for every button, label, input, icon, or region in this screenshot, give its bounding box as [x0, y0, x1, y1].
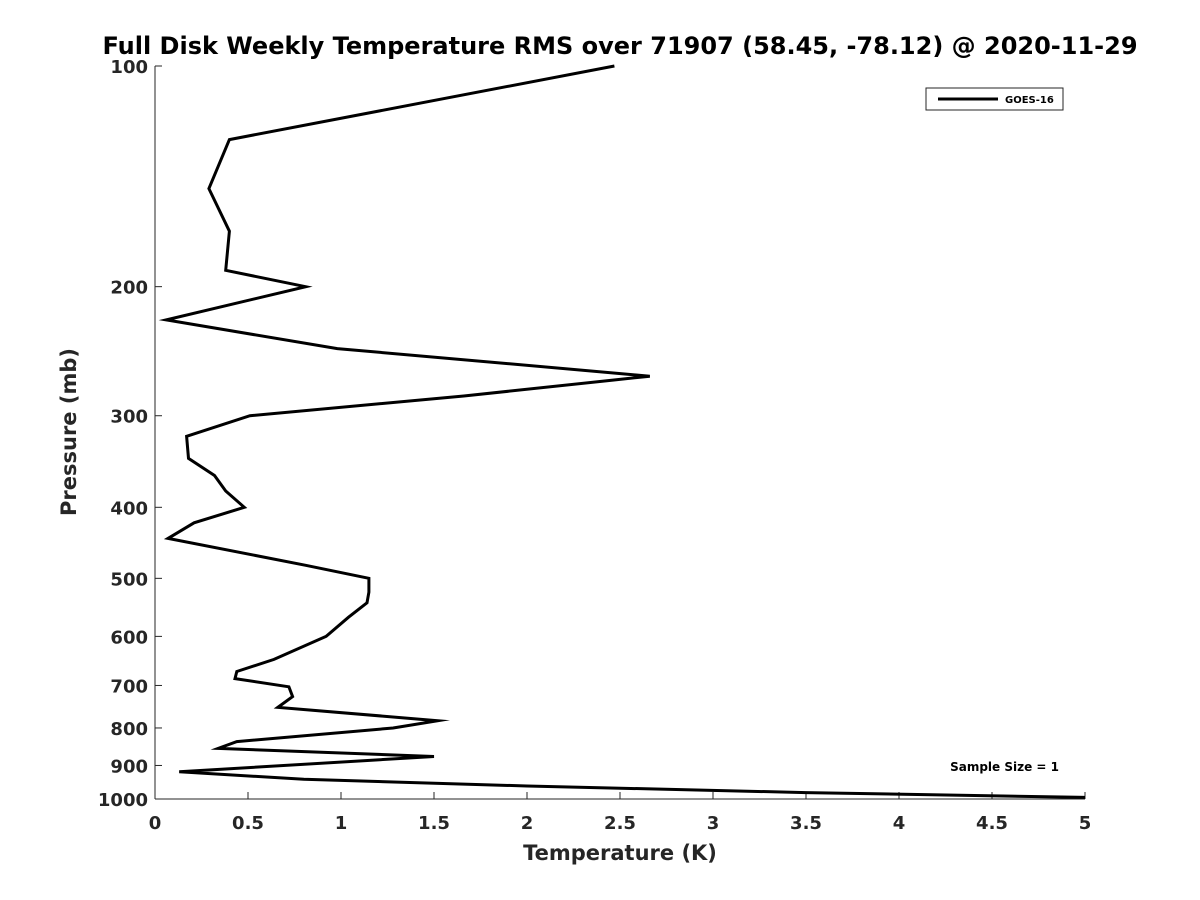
x-tick-label: 0 — [149, 813, 162, 834]
y-tick-label: 500 — [110, 569, 148, 590]
chart-title: Full Disk Weekly Temperature RMS over 71… — [102, 32, 1137, 60]
series-layer — [158, 64, 1086, 799]
sample-size-annotation: Sample Size = 1 — [950, 760, 1059, 774]
x-tick-label: 3.5 — [790, 813, 822, 834]
x-tick-label: 2.5 — [604, 813, 636, 834]
legend-label-goes-16: GOES-16 — [1005, 95, 1054, 106]
y-tick-label: 800 — [110, 719, 148, 740]
y-tick-label: 900 — [110, 756, 148, 777]
x-tick-label: 2 — [521, 813, 534, 834]
plot-area — [155, 66, 1085, 799]
y-ticks: 100 200 300 400 500 600 700 800 900 1000 — [98, 57, 162, 811]
plot-axes — [154, 66, 1085, 800]
x-tick-label: 5 — [1079, 813, 1092, 834]
x-tick-label: 3 — [707, 813, 720, 834]
x-tick-label: 0.5 — [232, 813, 264, 834]
y-tick-label: 700 — [110, 676, 148, 697]
x-axis-label: Temperature (K) — [523, 841, 717, 865]
y-tick-label: 300 — [110, 407, 148, 428]
y-tick-label: 1000 — [98, 790, 148, 811]
x-tick-label: 1.5 — [418, 813, 450, 834]
legend: GOES-16 — [925, 87, 1064, 111]
series-line-goes-16 — [158, 64, 1086, 799]
y-tick-label: 200 — [110, 278, 148, 299]
y-tick-label: 400 — [110, 498, 148, 519]
x-tick-label: 4.5 — [976, 813, 1008, 834]
x-tick-label: 4 — [893, 813, 906, 834]
y-tick-label: 600 — [110, 627, 148, 648]
y-tick-label: 100 — [110, 57, 148, 78]
y-axis-label: Pressure (mb) — [57, 348, 81, 516]
x-ticks: 0 0.5 1 1.5 2 2.5 3 3.5 4 4.5 5 — [149, 792, 1092, 834]
x-tick-label: 1 — [335, 813, 348, 834]
